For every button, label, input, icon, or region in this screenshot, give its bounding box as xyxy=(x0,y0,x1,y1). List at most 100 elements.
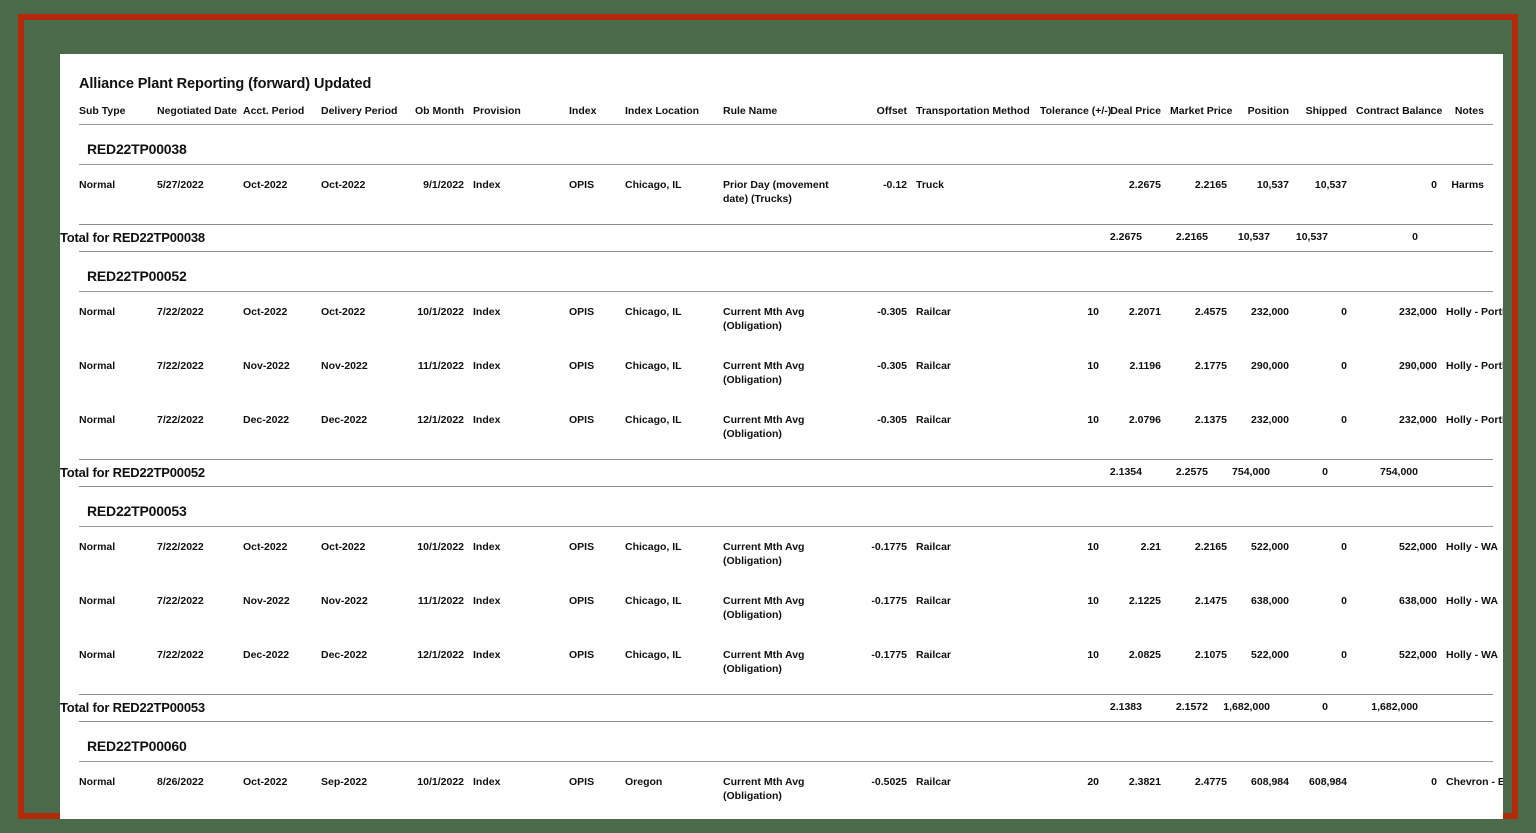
column-header-market_price: Market Price xyxy=(1170,105,1233,117)
total-label: Total for RED22TP00053 xyxy=(60,700,205,715)
cell-ob_month: 12/1/2022 xyxy=(417,414,464,426)
group-total: Total for RED22TP00052 2.1354 2.2575 754,00… xyxy=(60,459,1503,487)
column-header-index_location: Index Location xyxy=(625,105,700,117)
total-market_price: 2.2575 xyxy=(1175,466,1208,478)
cell-transportation_method: Truck xyxy=(916,179,945,191)
table-row[interactable]: Normal8/26/2022Oct-2022Oct-202210/1/2022… xyxy=(60,816,1503,819)
cell-negotiated_date: 7/22/2022 xyxy=(157,306,204,318)
total-divider-top xyxy=(79,459,1493,460)
cell-market_price: 2.4775 xyxy=(1194,776,1227,788)
cell-position: 522,000 xyxy=(1251,541,1289,553)
cell-offset: -0.1775 xyxy=(871,649,907,661)
total-spacer-offset xyxy=(835,230,897,245)
total-spacer-tolerance xyxy=(1021,465,1089,480)
cell-ob_month: 11/1/2022 xyxy=(417,595,464,607)
cell-sub_type: Normal xyxy=(79,541,116,553)
table-row[interactable]: Normal 7/22/2022 Dec-2022 Dec-2022 12/1/2022… xyxy=(60,400,1503,454)
cell-contract_balance: 232,000 xyxy=(1399,414,1437,426)
cell-shipped: 0 xyxy=(1341,360,1347,372)
cell-contract_balance: 522,000 xyxy=(1399,541,1437,553)
cell-delivery_period: Dec-2022 xyxy=(321,649,368,661)
cell-transportation_method: Railcar xyxy=(916,306,952,318)
total-divider-bottom xyxy=(79,721,1493,722)
column-header-shipped: Shipped xyxy=(1305,105,1347,117)
cell-deal_price: 2.1196 xyxy=(1129,360,1161,372)
cell-shipped: 0 xyxy=(1341,595,1347,607)
total-spacer-transportation_method xyxy=(897,465,1021,480)
report-groups: RED22TP00038 Normal 5/27/2022 Oct-2022 Oct-2… xyxy=(60,125,1503,819)
cell-negotiated_date: 7/22/2022 xyxy=(157,541,204,553)
cell-index_location: Chicago, IL xyxy=(625,306,682,318)
column-header-sub_type: Sub Type xyxy=(79,105,126,117)
report-body: Alliance Plant Reporting (forward) Updat… xyxy=(60,54,1503,819)
total-row: Total for RED22TP00052 2.1354 2.2575 754,00… xyxy=(60,460,1503,486)
total-notes xyxy=(1427,465,1503,480)
cell-position: 232,000 xyxy=(1251,414,1289,426)
cell-sub_type: Normal xyxy=(79,179,116,191)
table-row[interactable]: Normal 8/26/2022 Oct-2022 Sep-2022 10/1/2022… xyxy=(60,762,1503,816)
cell-negotiated_date: 7/22/2022 xyxy=(157,595,204,607)
total-label: Total for RED22TP00052 xyxy=(60,465,205,480)
cell-shipped: 0 xyxy=(1341,306,1347,318)
total-position: 754,000 xyxy=(1232,466,1270,478)
cell-ob_month: 11/1/2022 xyxy=(417,360,464,372)
total-notes xyxy=(1427,230,1503,245)
cell-index: OPIS xyxy=(569,776,595,788)
cell-index: OPIS xyxy=(569,306,595,318)
cell-tolerance: 10 xyxy=(1087,360,1099,372)
cell-acct_period: Dec-2022 xyxy=(243,414,290,426)
cell-shipped: 0 xyxy=(1341,541,1347,553)
report-sheet: Alliance Plant Reporting (forward) Updat… xyxy=(60,54,1503,819)
table-row[interactable]: Normal 7/22/2022 Nov-2022 Nov-2022 11/1/2022… xyxy=(60,581,1503,635)
cell-sub_type: Normal xyxy=(79,306,116,318)
cell-index: OPIS xyxy=(569,179,595,191)
cell-tolerance: 10 xyxy=(1087,595,1099,607)
cell-provision: Index xyxy=(473,414,501,426)
cell-position: 232,000 xyxy=(1251,306,1289,318)
cell-offset: -0.12 xyxy=(883,179,907,191)
cell-sub_type: Normal xyxy=(79,595,116,607)
table-row[interactable]: Normal 5/27/2022 Oct-2022 Oct-2022 9/1/2022 I… xyxy=(60,165,1503,219)
total-contract_balance: 0 xyxy=(1412,231,1418,243)
total-row: Total for RED22TP00053 2.1383 2.1572 1,682,… xyxy=(60,695,1503,721)
cell-position: 522,000 xyxy=(1251,649,1289,661)
cell-position: 608,984 xyxy=(1251,776,1289,788)
total-divider-top xyxy=(79,694,1493,695)
cell-market_price: 2.1375 xyxy=(1194,414,1227,426)
cell-acct_period: Nov-2022 xyxy=(243,595,290,607)
column-header-tolerance: Tolerance (+/-) xyxy=(1040,105,1112,117)
cell-ob_month: 9/1/2022 xyxy=(423,179,464,191)
cell-rule_name: Current Mth Avg (Obligation) xyxy=(723,414,805,440)
table-row[interactable]: Normal 7/22/2022 Dec-2022 Dec-2022 12/1/2022… xyxy=(60,635,1503,689)
contract-group: RED22TP00060 Normal 8/26/2022 Oct-2022 Sep-2… xyxy=(60,722,1503,819)
group-divider xyxy=(79,761,1493,762)
table-row[interactable]: Normal 7/22/2022 Oct-2022 Oct-2022 10/1/2022… xyxy=(60,292,1503,346)
cell-shipped: 0 xyxy=(1341,414,1347,426)
group-divider xyxy=(79,291,1493,292)
total-shipped: 0 xyxy=(1322,701,1328,713)
total-spacer-transportation_method xyxy=(897,700,1021,715)
cell-provision: Index xyxy=(473,595,501,607)
cell-notes: Holly - Portland xyxy=(1446,306,1503,318)
total-deal_price: 2.1354 xyxy=(1109,466,1142,478)
table-row[interactable]: Normal 7/22/2022 Nov-2022 Nov-2022 11/1/2022… xyxy=(60,346,1503,400)
table-column-headers: Sub Type Negotiated Date Acct. Period Deliv… xyxy=(60,105,1503,124)
cell-deal_price: 2.3821 xyxy=(1128,776,1161,788)
cell-offset: -0.1775 xyxy=(871,595,907,607)
cell-market_price: 2.4575 xyxy=(1194,306,1227,318)
cell-rule_name: Current Mth Avg (Obligation) xyxy=(723,595,805,621)
cell-negotiated_date: 7/22/2022 xyxy=(157,360,204,372)
cell-deal_price: 2.0825 xyxy=(1128,649,1161,661)
contract-group: RED22TP00052 Normal 7/22/2022 Oct-2022 Oct-2… xyxy=(60,252,1503,487)
column-header-acct_period: Acct. Period xyxy=(243,105,305,117)
cell-negotiated_date: 5/27/2022 xyxy=(157,179,204,191)
column-header-provision: Provision xyxy=(473,105,521,117)
total-spacer-transportation_method xyxy=(897,230,1021,245)
table-row[interactable]: Normal 7/22/2022 Oct-2022 Oct-2022 10/1/2022… xyxy=(60,527,1503,581)
cell-contract_balance: 522,000 xyxy=(1399,649,1437,661)
cell-rule_name: Current Mth Avg (Obligation) xyxy=(723,541,805,567)
cell-offset: -0.305 xyxy=(877,414,907,426)
cell-tolerance: 20 xyxy=(1087,776,1099,788)
cell-delivery_period: Oct-2022 xyxy=(321,541,366,553)
cell-provision: Index xyxy=(473,776,501,788)
